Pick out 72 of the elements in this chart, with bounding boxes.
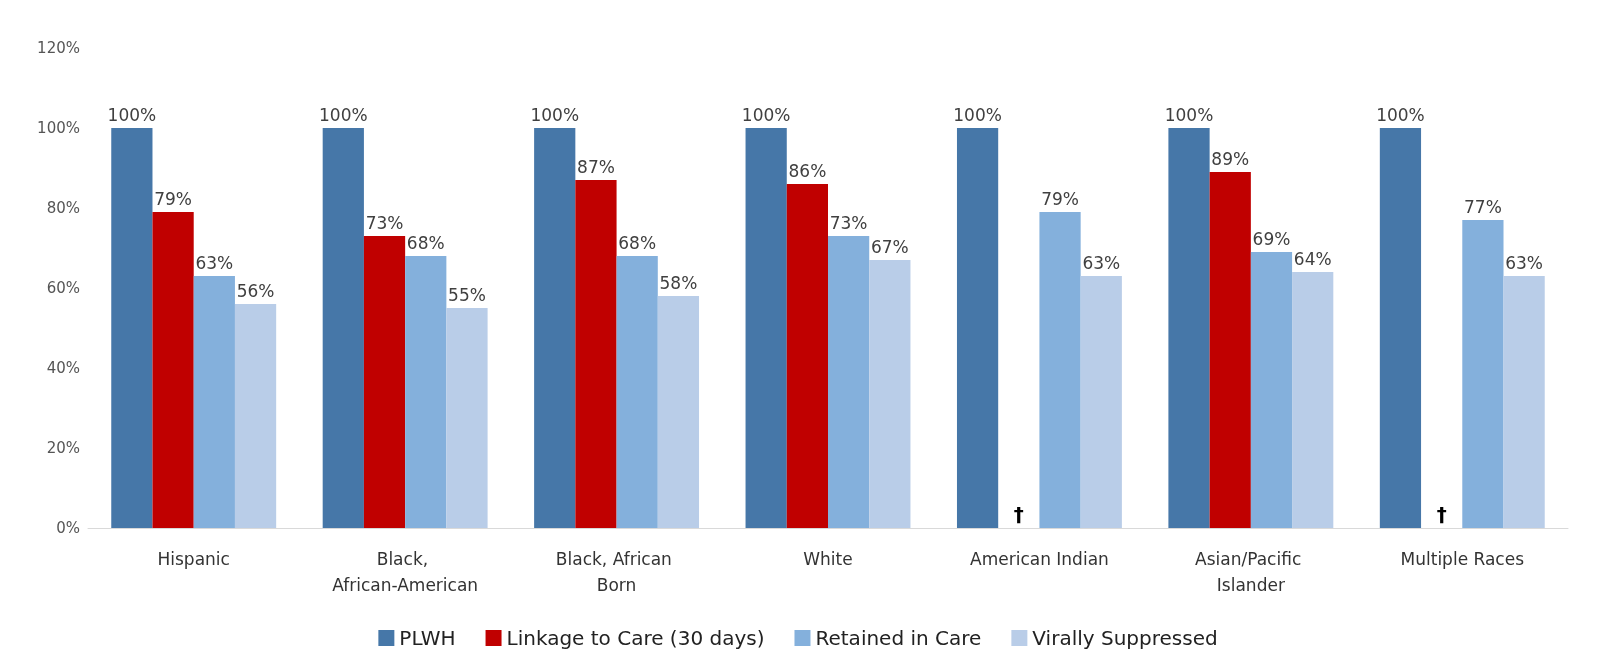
bar xyxy=(193,276,235,528)
x-tick-label: Black, African Born xyxy=(555,549,678,595)
y-tick-label: 40% xyxy=(46,359,80,377)
data-label: 86% xyxy=(788,160,827,181)
bar xyxy=(1292,272,1334,528)
bar xyxy=(234,304,277,528)
bar xyxy=(1379,128,1422,528)
legend-label: Retained in Care xyxy=(815,626,982,650)
bar xyxy=(322,128,364,528)
x-tick-label: Black, African-American xyxy=(332,549,479,595)
y-tick-label: 20% xyxy=(46,439,80,457)
bar xyxy=(405,256,447,528)
bar xyxy=(869,260,911,528)
x-tick-label: Multiple Races xyxy=(1400,549,1525,569)
data-label: 63% xyxy=(195,252,234,273)
bar xyxy=(1168,128,1210,528)
data-label: 73% xyxy=(365,212,404,233)
data-label: 79% xyxy=(154,188,192,209)
bar xyxy=(446,308,488,528)
bar xyxy=(956,128,999,528)
annotation: † xyxy=(1436,502,1447,526)
data-label: 68% xyxy=(406,232,445,253)
data-label: 67% xyxy=(870,236,909,257)
data-label: 64% xyxy=(1293,248,1332,269)
y-tick-label: 60% xyxy=(46,279,80,297)
bar xyxy=(1209,172,1251,528)
data-label: 100% xyxy=(953,104,1002,125)
bar xyxy=(657,296,700,528)
bar xyxy=(111,128,153,528)
data-label: 100% xyxy=(530,104,580,125)
bar xyxy=(1039,212,1081,528)
x-tick-label: White xyxy=(803,549,853,569)
x-tick-label: Asian/Pacific Islander xyxy=(1195,549,1307,595)
y-tick-label: 0% xyxy=(56,519,80,537)
legend-label: Virally Suppressed xyxy=(1032,626,1218,650)
bar xyxy=(1080,276,1122,528)
y-tick-label: 100% xyxy=(37,119,80,137)
data-label: 63% xyxy=(1505,252,1544,273)
data-label: 100% xyxy=(1376,104,1425,125)
data-label: 100% xyxy=(1164,104,1214,125)
data-label: 68% xyxy=(618,232,657,253)
data-label: 87% xyxy=(577,156,615,177)
x-tick-label: American Indian xyxy=(970,549,1109,569)
bar xyxy=(1462,220,1504,528)
bar xyxy=(363,236,406,528)
bar xyxy=(534,128,576,528)
bar xyxy=(745,128,787,528)
bar xyxy=(616,256,658,528)
bar xyxy=(575,180,617,528)
data-label: 73% xyxy=(829,212,868,233)
y-tick-label: 80% xyxy=(46,199,80,217)
data-label: 77% xyxy=(1464,196,1502,217)
data-label: 63% xyxy=(1082,252,1121,273)
data-label: 58% xyxy=(659,272,698,293)
x-tick-label: Hispanic xyxy=(157,549,230,569)
data-label: 100% xyxy=(319,104,368,125)
annotation: † xyxy=(1013,502,1024,526)
legend-label: PLWH xyxy=(399,626,456,650)
data-label: 56% xyxy=(236,280,275,301)
bar xyxy=(152,212,194,528)
bar xyxy=(1250,252,1293,528)
bar xyxy=(828,236,870,528)
data-label: 100% xyxy=(741,104,791,125)
data-label: 69% xyxy=(1252,228,1291,249)
data-label: 79% xyxy=(1041,188,1079,209)
data-label: 89% xyxy=(1211,148,1250,169)
data-label: 55% xyxy=(448,284,486,305)
data-label: 100% xyxy=(107,104,157,125)
bar xyxy=(1503,276,1545,528)
bar xyxy=(786,184,828,528)
y-tick-label: 120% xyxy=(37,39,80,57)
legend-label: Linkage to Care (30 days) xyxy=(506,626,765,650)
